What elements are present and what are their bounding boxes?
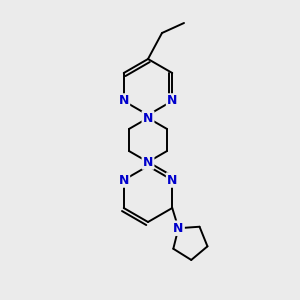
Text: N: N bbox=[167, 94, 177, 107]
Text: N: N bbox=[118, 173, 129, 187]
Text: N: N bbox=[143, 155, 153, 169]
Text: N: N bbox=[143, 112, 153, 124]
Text: N: N bbox=[167, 173, 177, 187]
Text: N: N bbox=[173, 222, 184, 235]
Text: N: N bbox=[118, 94, 129, 107]
